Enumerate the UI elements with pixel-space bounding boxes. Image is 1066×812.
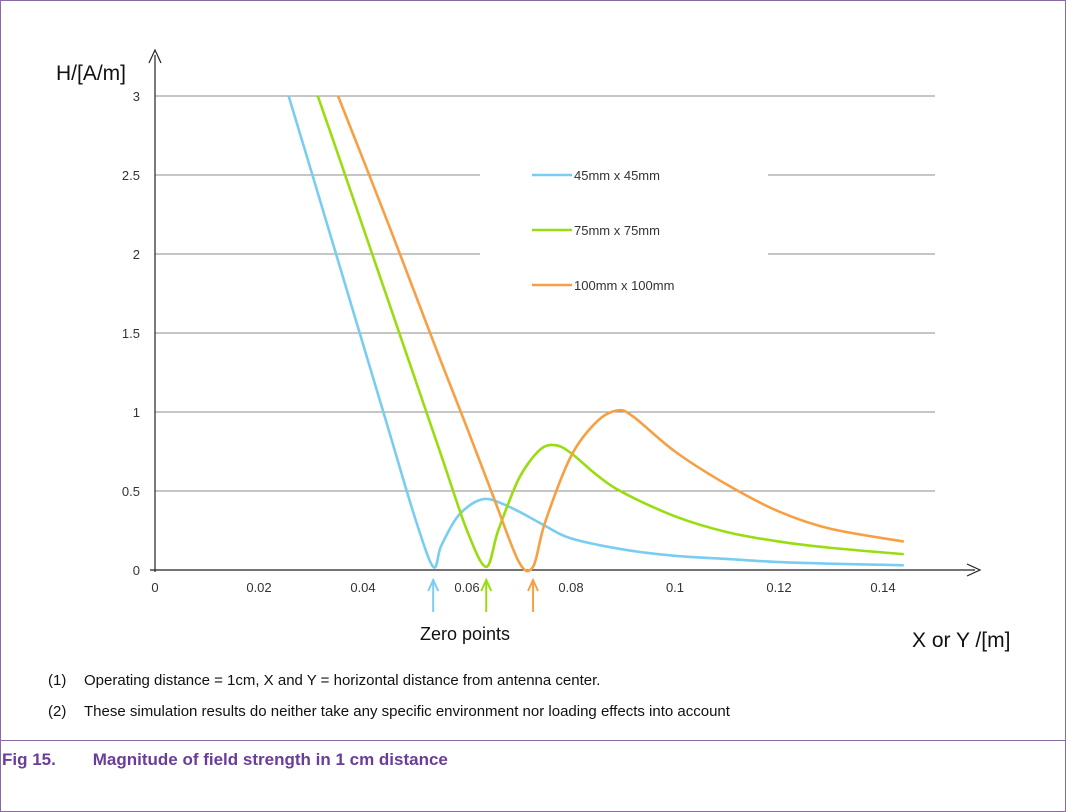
field-strength-chart: 0 0.5 1 1.5 2 2.5 3 0 0.02 0.04 0.06 0.08 0.1 0.12 0.1… bbox=[56, 48, 1010, 652]
legend-label: 45mm x 45mm bbox=[574, 168, 660, 183]
y-tick-label: 2 bbox=[133, 247, 140, 262]
footnote-text: These simulation results do neither take… bbox=[84, 703, 730, 720]
x-tick-label: 0.04 bbox=[350, 580, 375, 595]
footnote-text: Operating distance = 1cm, X and Y = hori… bbox=[84, 672, 601, 689]
x-tick-label: 0.06 bbox=[454, 580, 479, 595]
tick-layer: 0 0.5 1 1.5 2 2.5 3 0 0.02 0.04 0.06 0.08 0.1 0.12 0.1… bbox=[122, 89, 896, 595]
footnote-number: (2) bbox=[48, 703, 67, 720]
legend-label: 75mm x 75mm bbox=[574, 223, 660, 238]
x-tick-label: 0.1 bbox=[666, 580, 684, 595]
y-tick-label: 0.5 bbox=[122, 484, 140, 499]
zero-point-arrowhead bbox=[480, 577, 493, 592]
zero-points-label: Zero points bbox=[420, 624, 510, 644]
caption-divider bbox=[0, 740, 1066, 741]
y-tick-label: 3 bbox=[133, 89, 140, 104]
footnote-item: (2) These simulation results do neither … bbox=[48, 703, 1058, 720]
footnote-item: (1) Operating distance = 1cm, X and Y = … bbox=[48, 672, 1058, 689]
legend: 45mm x 45mm 75mm x 75mm 100mm x 100mm bbox=[480, 150, 768, 310]
legend-background bbox=[480, 150, 768, 310]
x-tick-label: 0.14 bbox=[870, 580, 895, 595]
zero-points-annotation: Zero points bbox=[420, 577, 539, 644]
grid-layer bbox=[155, 95, 935, 492]
y-axis-arrow bbox=[148, 48, 162, 64]
series-line bbox=[336, 95, 905, 573]
x-axis-title: X or Y /[m] bbox=[912, 629, 1010, 652]
legend-label: 100mm x 100mm bbox=[574, 278, 674, 293]
x-tick-label: 0.02 bbox=[246, 580, 271, 595]
figure-caption: Fig 15. Magnitude of field strength in 1… bbox=[2, 750, 448, 770]
y-axis-title: H/[A/m] bbox=[56, 62, 126, 85]
axes-layer bbox=[148, 48, 982, 577]
zero-point-arrowhead bbox=[527, 577, 539, 592]
y-tick-label: 1.5 bbox=[122, 326, 140, 341]
footnote-number: (1) bbox=[48, 672, 67, 689]
figure-title: Magnitude of field strength in 1 cm dist… bbox=[92, 750, 448, 769]
x-tick-label: 0.12 bbox=[766, 580, 791, 595]
x-tick-label: 0.08 bbox=[558, 580, 583, 595]
y-tick-label: 2.5 bbox=[122, 168, 140, 183]
y-tick-label: 1 bbox=[133, 405, 140, 420]
x-tick-label: 0 bbox=[151, 580, 158, 595]
series-layer bbox=[287, 95, 905, 573]
series-line bbox=[316, 95, 904, 569]
x-axis-arrow bbox=[966, 563, 982, 577]
y-tick-label: 0 bbox=[133, 563, 140, 578]
zero-point-arrowhead bbox=[427, 577, 440, 592]
figure-number: Fig 15. bbox=[2, 750, 56, 769]
footnotes: (1) Operating distance = 1cm, X and Y = … bbox=[48, 672, 1058, 734]
series-line bbox=[287, 95, 904, 569]
